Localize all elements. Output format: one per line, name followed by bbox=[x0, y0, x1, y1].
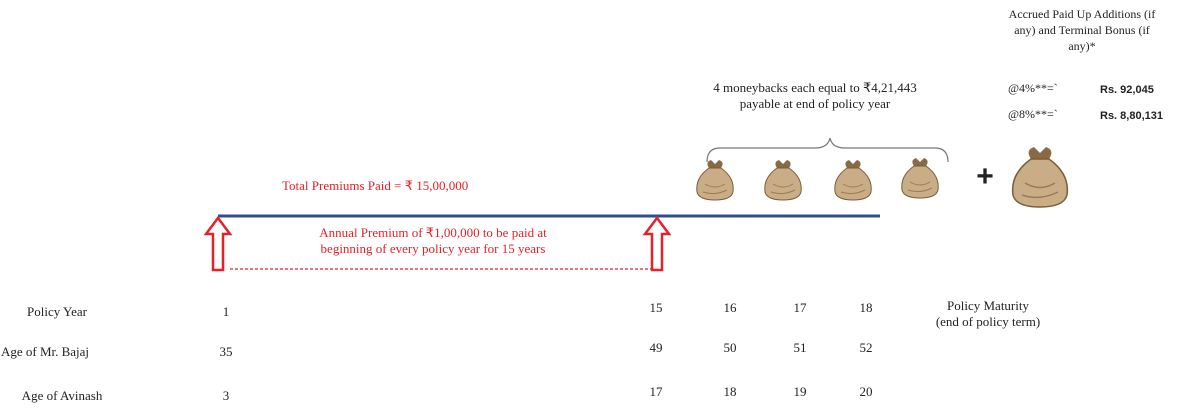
text-line: 4 moneybacks each equal to ₹4,21,443 bbox=[713, 80, 917, 96]
money-bag bbox=[835, 160, 872, 200]
bonus-title: Accrued Paid Up Additions (if any) and T… bbox=[1009, 6, 1156, 54]
cell: 18 bbox=[724, 384, 737, 400]
maturity-label: (end of policy term) bbox=[936, 314, 1040, 330]
total-premium: Total Premiums Paid = ₹ 15,00,000 bbox=[282, 178, 468, 194]
row-label: Age of Avinash bbox=[22, 388, 103, 404]
annual-premium: Annual Premium of ₹1,00,000 to be paid a… bbox=[319, 225, 546, 257]
text-line: payable at end of policy year bbox=[713, 96, 917, 112]
text-line: Annual Premium of ₹1,00,000 to be paid a… bbox=[319, 225, 546, 241]
big-money-bag bbox=[1013, 147, 1068, 207]
cell: 52 bbox=[860, 340, 873, 356]
cell: 17 bbox=[794, 300, 807, 316]
money-bag bbox=[765, 160, 802, 200]
cell: 20 bbox=[860, 384, 873, 400]
cell: 18 bbox=[860, 300, 873, 316]
rate-amount: Rs. 92,045 bbox=[1100, 82, 1154, 98]
text-line: Accrued Paid Up Additions (if bbox=[1009, 6, 1156, 22]
money-bag bbox=[902, 158, 939, 198]
cell: 16 bbox=[724, 300, 737, 316]
moneyback-note: 4 moneybacks each equal to ₹4,21,443 pay… bbox=[713, 80, 917, 112]
arrow-up bbox=[206, 218, 230, 270]
cell: 49 bbox=[650, 340, 663, 356]
arrow-up bbox=[645, 218, 669, 270]
cell: 17 bbox=[650, 384, 663, 400]
text-line: any) and Terminal Bonus (if bbox=[1009, 22, 1156, 38]
page: Accrued Paid Up Additions (if any) and T… bbox=[0, 0, 1188, 412]
cell: 35 bbox=[220, 344, 233, 360]
row-label: Policy Year bbox=[27, 304, 87, 320]
rate-amount: Rs. 8,80,131 bbox=[1100, 108, 1163, 124]
plus: + bbox=[976, 160, 994, 194]
money-bag bbox=[697, 160, 734, 200]
cell: 3 bbox=[223, 388, 230, 404]
rate-label: @4%**=` bbox=[1008, 80, 1058, 96]
diagram bbox=[0, 0, 1188, 412]
brace bbox=[707, 138, 948, 162]
cell: 1 bbox=[223, 304, 230, 320]
maturity-label: Policy Maturity bbox=[947, 298, 1029, 314]
cell: 19 bbox=[794, 384, 807, 400]
text-line: beginning of every policy year for 15 ye… bbox=[319, 241, 546, 257]
text-line: any)* bbox=[1009, 38, 1156, 54]
cell: 50 bbox=[724, 340, 737, 356]
cell: 51 bbox=[794, 340, 807, 356]
row-label: Age of Mr. Bajaj bbox=[1, 344, 89, 360]
cell: 15 bbox=[650, 300, 663, 316]
rate-label: @8%**=` bbox=[1008, 106, 1058, 122]
